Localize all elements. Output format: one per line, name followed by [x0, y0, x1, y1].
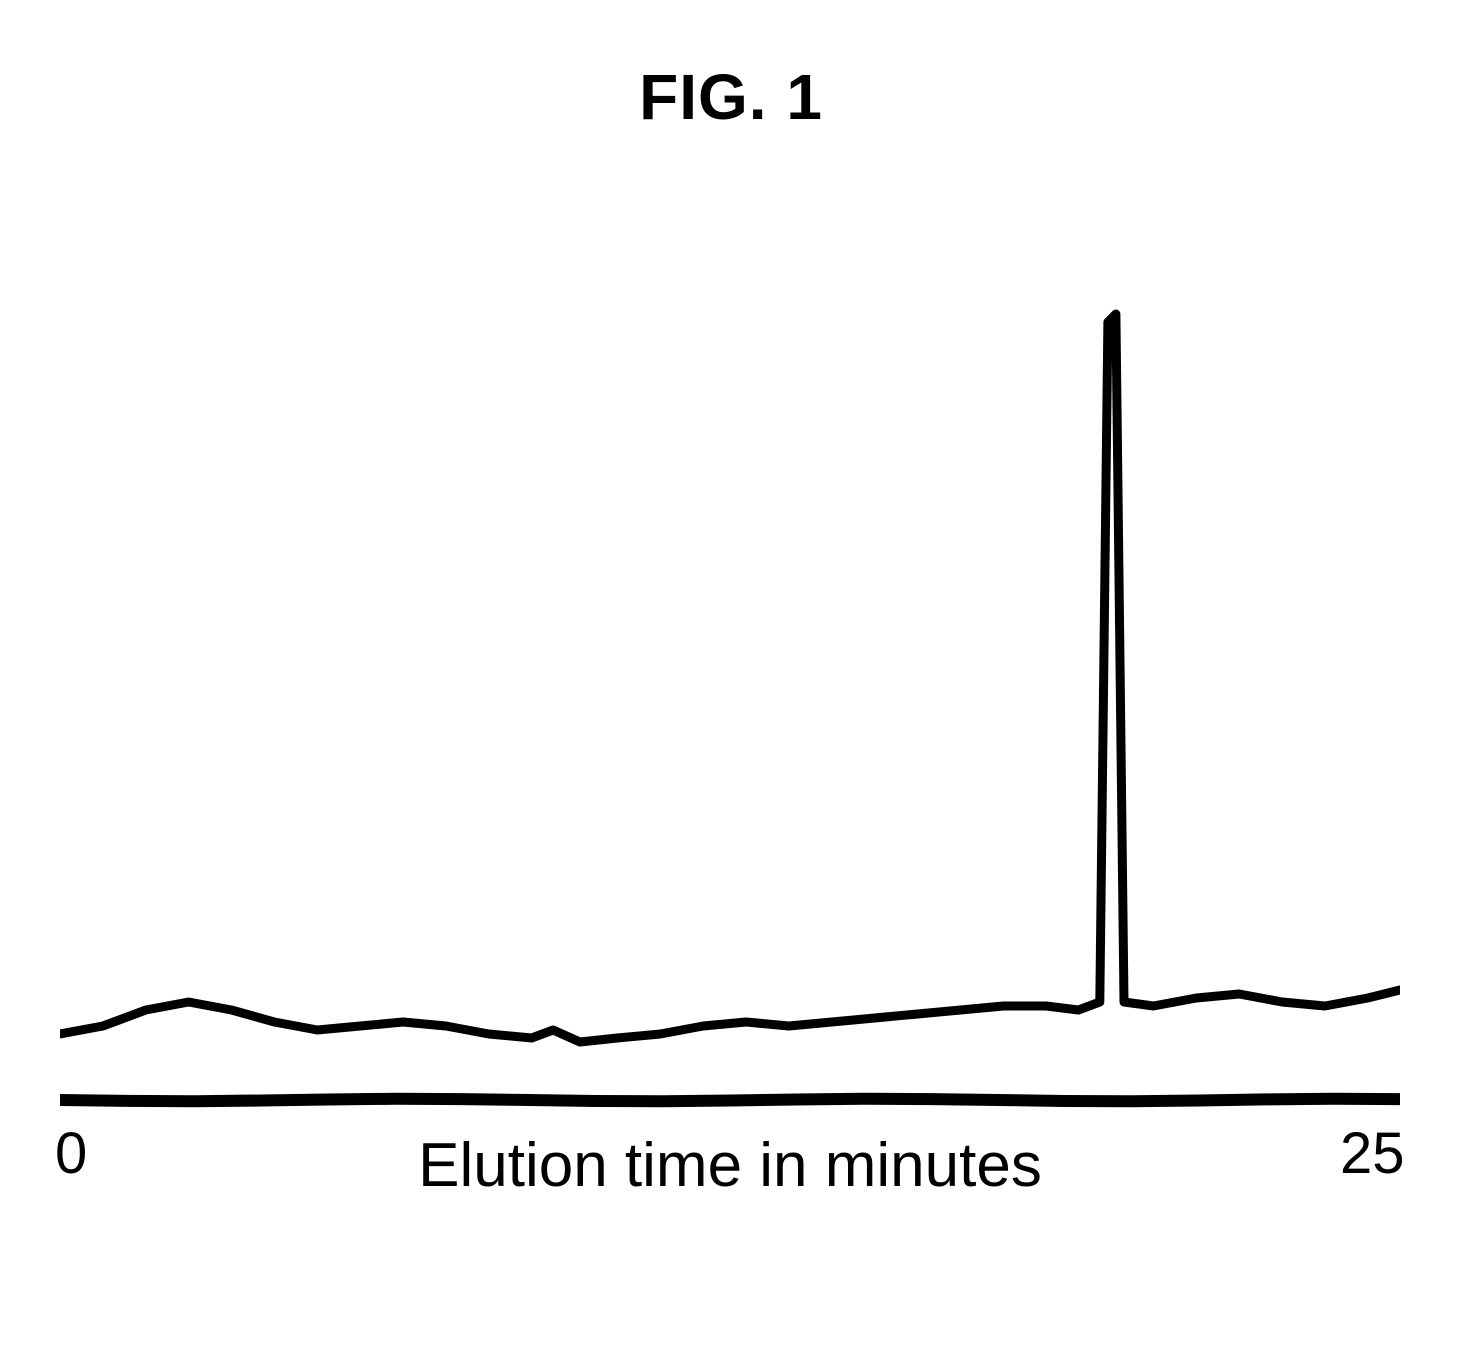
x-tick-label-end: 25	[1340, 1120, 1405, 1187]
chromatogram-trace	[60, 314, 1400, 1042]
x-tick-label-start: 0	[55, 1120, 87, 1187]
chromatogram-chart	[60, 290, 1400, 1110]
x-axis-line	[60, 1099, 1400, 1101]
x-axis-label: Elution time in minutes	[240, 1130, 1220, 1201]
figure-title: FIG. 1	[0, 60, 1462, 134]
